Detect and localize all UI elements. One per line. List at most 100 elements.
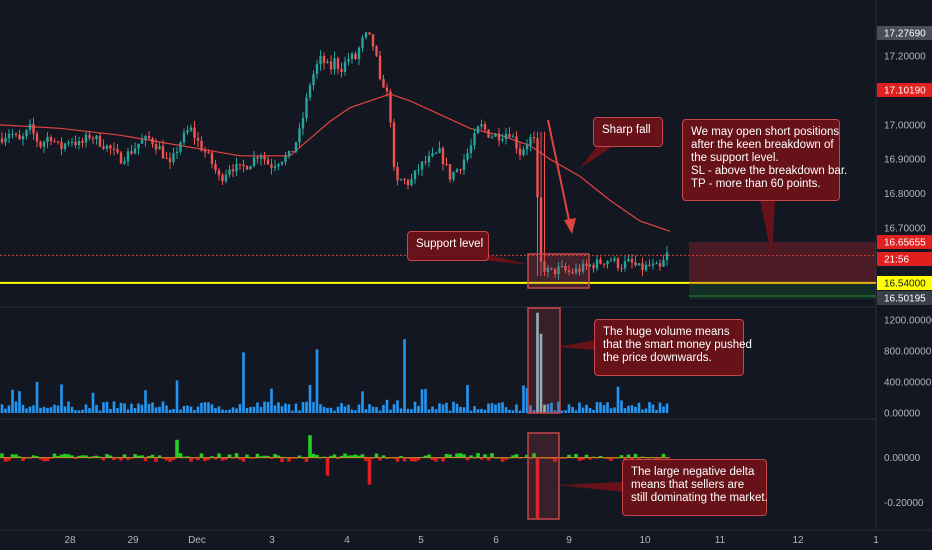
volume-bar bbox=[413, 401, 417, 413]
volume-bar bbox=[224, 410, 228, 413]
support-level-callout: Support level bbox=[407, 231, 489, 261]
volume-bar bbox=[620, 400, 623, 413]
candle-body bbox=[592, 264, 595, 269]
delta-bar bbox=[584, 454, 589, 458]
volume-bar bbox=[322, 406, 326, 413]
delta-bar bbox=[574, 454, 578, 458]
candle-body bbox=[424, 161, 427, 163]
candle-body bbox=[259, 156, 263, 159]
volume-bar bbox=[585, 404, 588, 413]
candle-body bbox=[140, 139, 144, 144]
candle-body bbox=[522, 149, 525, 155]
delta-bar bbox=[126, 457, 130, 461]
volume-bar bbox=[427, 409, 431, 413]
delta-bar bbox=[168, 457, 172, 462]
volume-bar bbox=[511, 410, 515, 413]
time-tick-label: 3 bbox=[269, 535, 275, 546]
volume-bar bbox=[564, 410, 567, 413]
delta-bar bbox=[444, 453, 449, 458]
delta-bar bbox=[77, 455, 81, 458]
delta-bar bbox=[315, 455, 319, 458]
delta-bar bbox=[346, 455, 351, 458]
volume-bar bbox=[186, 405, 189, 413]
delta-bar bbox=[304, 457, 309, 462]
candle-body bbox=[105, 145, 109, 149]
delta-line: still dominating the market. bbox=[631, 492, 768, 504]
candle-body bbox=[609, 260, 613, 262]
price-tick-label: 17.00000 bbox=[884, 120, 926, 131]
delta-bar bbox=[52, 453, 57, 458]
delta-bar bbox=[430, 457, 435, 461]
volume-bar bbox=[536, 312, 539, 413]
volume-bar bbox=[39, 407, 42, 413]
volume-bar bbox=[361, 391, 364, 413]
volume-bar bbox=[532, 410, 536, 413]
volume-bar bbox=[385, 399, 389, 413]
candle-body bbox=[630, 258, 634, 263]
candle-body bbox=[81, 141, 84, 143]
candle-body bbox=[133, 148, 137, 154]
delta-bar bbox=[273, 453, 277, 458]
price-tick-label: 16.80000 bbox=[884, 189, 926, 200]
candle-body bbox=[466, 153, 469, 160]
delta-bar bbox=[269, 457, 274, 459]
price-axis: 16.70000 16.80000 16.90000 17.00000 17.20000… bbox=[877, 26, 932, 509]
sharp-fall-text: Sharp fall bbox=[602, 124, 651, 136]
volume-bar bbox=[231, 407, 235, 413]
delta-bar bbox=[199, 453, 204, 458]
volume-bar bbox=[284, 403, 287, 413]
price-candles bbox=[0, 31, 669, 280]
candle-body bbox=[462, 159, 466, 170]
moving-average-line bbox=[0, 93, 671, 232]
delta-bar bbox=[238, 457, 242, 460]
volume-bars bbox=[0, 312, 669, 413]
support-price-tag-bg bbox=[877, 276, 932, 290]
delta-bar bbox=[45, 457, 50, 462]
delta-bar bbox=[140, 455, 144, 458]
volume-tick-label: 800.00000 bbox=[884, 346, 932, 357]
delta-bar bbox=[374, 453, 379, 458]
candle-body bbox=[595, 259, 599, 269]
volume-bar bbox=[98, 410, 102, 413]
volume-bar bbox=[378, 410, 382, 413]
countdown-tag-bg bbox=[877, 252, 932, 266]
volume-tick-label: 400.00000 bbox=[884, 377, 932, 388]
candle-body bbox=[571, 271, 574, 273]
candle-body bbox=[487, 129, 490, 138]
candle-body bbox=[546, 267, 550, 272]
delta-bar bbox=[35, 456, 39, 458]
candle-body bbox=[60, 141, 63, 149]
delta-bar bbox=[0, 453, 4, 458]
candle-body bbox=[21, 136, 25, 140]
trade-plan-callout: We may open short positions after the ke… bbox=[682, 119, 847, 201]
volume-bar bbox=[529, 405, 532, 413]
candle-body bbox=[525, 145, 529, 150]
volume-bar bbox=[497, 402, 501, 413]
candle-body bbox=[623, 261, 627, 269]
candle-body bbox=[102, 146, 105, 149]
candle-body bbox=[249, 166, 252, 170]
volume-bar bbox=[662, 406, 665, 413]
candle-body bbox=[497, 133, 501, 141]
volume-bar bbox=[445, 402, 448, 413]
delta-bar bbox=[448, 454, 452, 458]
candle-body bbox=[301, 117, 305, 129]
delta-bar bbox=[196, 457, 200, 461]
volume-bar bbox=[189, 406, 193, 413]
volume-line: the price downwards. bbox=[603, 352, 712, 364]
candle-body bbox=[67, 142, 70, 144]
candle-body bbox=[294, 142, 298, 152]
delta-bar bbox=[101, 457, 106, 461]
delta-bar bbox=[325, 457, 330, 476]
candle-body bbox=[270, 164, 273, 168]
candle-body bbox=[161, 146, 165, 159]
candle-body bbox=[217, 170, 221, 176]
delta-bar bbox=[220, 457, 225, 461]
candle-body bbox=[137, 143, 140, 149]
candle-body bbox=[511, 136, 515, 138]
candle-body bbox=[490, 136, 494, 138]
candle-body bbox=[63, 143, 67, 149]
time-tick-label: 12 bbox=[792, 535, 804, 546]
delta-bar bbox=[185, 456, 190, 458]
candle-body bbox=[42, 142, 46, 147]
